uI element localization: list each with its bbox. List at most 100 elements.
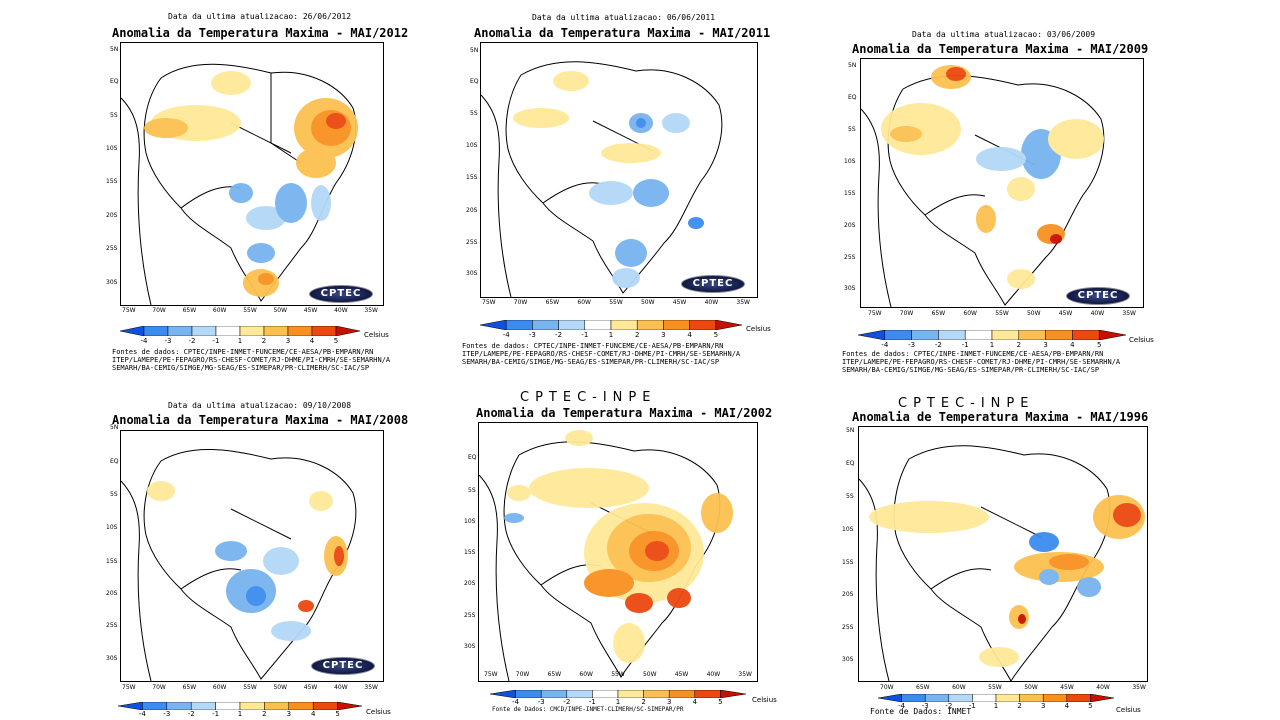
lon-label: 45W <box>672 299 687 306</box>
lat-label: 10S <box>842 526 854 533</box>
colorscale-swatch <box>264 702 290 710</box>
map-title: Anomalia de Temperatura Maxima - MAI/199… <box>852 410 1149 424</box>
lat-label: 5N <box>470 47 479 54</box>
colorscale-unit: Celsius <box>746 325 771 333</box>
colorscale-swatch <box>166 702 192 710</box>
lat-label: 30S <box>466 270 478 277</box>
colorscale-tick: 2 <box>641 698 646 706</box>
lat-label: 20S <box>844 222 856 229</box>
lat-label: 30S <box>844 285 856 292</box>
lat-label: EQ <box>470 78 479 85</box>
lon-labels: 75W 70W 65W 60W 55W 50W 45W 40W 35W <box>868 310 1136 317</box>
colorscale-swatch <box>884 330 912 340</box>
data-sources: Fonte de Dados: INMET <box>870 707 972 716</box>
colorscale-swatch <box>263 326 289 336</box>
colorscale-tick: -3 <box>537 698 545 706</box>
colorscale-tick: 5 <box>718 698 723 706</box>
colorscale-unit: Celsius <box>1116 706 1141 714</box>
colorscale-swatch <box>663 320 690 330</box>
colorscale-swatch <box>312 702 338 710</box>
colorscale-tick: -1 <box>212 337 220 345</box>
lon-label: 55W <box>243 307 257 314</box>
colorscale-bar <box>878 694 1114 702</box>
colorscale-swatch <box>311 326 337 336</box>
data-sources: Fontes de dados: CPTEC/INPE-INMET-FUNCEM… <box>462 342 741 366</box>
colorscale-bar <box>858 330 1126 340</box>
colorscale-tick: 4 <box>692 698 698 706</box>
lon-label: 70W <box>513 299 528 306</box>
lat-label: 5N <box>846 427 855 434</box>
colorscale-swatch <box>239 702 265 710</box>
lon-labels: 75W 70W 65W 60W 55W 50W 45W 40W 35W <box>482 299 750 306</box>
lon-label: 75W <box>122 684 136 691</box>
lat-label: 5N <box>110 46 119 53</box>
colorscale-tick: -3 <box>921 702 929 710</box>
update-date: Data da ultima atualizacao: 26/06/2012 <box>168 12 352 21</box>
anomaly-map <box>861 65 1105 307</box>
colorscale-swatch <box>991 330 1020 340</box>
colorscale-swatch <box>1045 330 1073 340</box>
lat-label: EQ <box>110 78 119 85</box>
lon-label: 60W <box>212 684 227 691</box>
lat-label: 25S <box>464 612 476 619</box>
colorscale-tick: 2 <box>261 337 267 345</box>
lon-label: 35W <box>364 307 378 314</box>
brazil-outline <box>503 441 721 678</box>
colorscale-swatch <box>1098 330 1126 340</box>
lon-label: 50W <box>273 307 288 314</box>
colorscale-bar <box>480 320 742 330</box>
data-sources: Fontes de dados: CPTEC/INPE-INMET-FUNCEM… <box>842 350 1121 374</box>
colorscale-unit: Celsius <box>752 696 777 704</box>
colorscale-swatch <box>636 320 664 330</box>
colorscale-tick: 5 <box>1096 341 1102 349</box>
lat-label: 20S <box>106 590 118 597</box>
colorscale-tick: 1 <box>237 710 243 718</box>
lat-label: 25S <box>842 624 854 631</box>
lon-label: 70W <box>899 310 914 317</box>
lon-label: 65W <box>182 307 197 314</box>
lon-label: 55W <box>243 684 257 691</box>
lon-label: 60W <box>579 671 593 678</box>
colorscale-swatch <box>335 326 360 336</box>
colorscale-swatch <box>540 690 568 698</box>
lon-label: 75W <box>868 310 882 317</box>
lon-label: 70W <box>515 671 530 678</box>
colorscale-tick: -3 <box>163 710 171 718</box>
cptec-inpe-header: CPTEC-INPE <box>898 396 1035 411</box>
lon-label: 70W <box>880 684 894 691</box>
colorscale-tick: 1 <box>993 702 999 710</box>
lat-label: 5N <box>110 424 119 431</box>
colorscale-tick: 1 <box>608 331 614 339</box>
lat-label: 5N <box>848 62 857 69</box>
colorscale-swatch <box>584 320 612 330</box>
map-frame <box>858 426 1148 682</box>
lat-label: 5S <box>848 126 856 133</box>
colorscale-tick: -2 <box>555 331 563 339</box>
colorscale-swatch <box>911 330 939 340</box>
lat-label: 15S <box>464 549 476 556</box>
lon-label: 45W <box>1060 684 1074 691</box>
lon-label: 50W <box>642 671 657 678</box>
colorscale-swatch <box>505 320 533 330</box>
colorscale-swatch <box>964 330 993 340</box>
lon-label: 50W <box>1024 684 1038 691</box>
lon-labels: 70W 65W 60W 55W 50W 45W 40W 35W <box>880 684 1146 691</box>
lon-label: 60W <box>577 299 591 306</box>
colorscale-tick: 4 <box>309 337 315 345</box>
colorscale-tick: -1 <box>588 698 596 706</box>
map-title: Anomalia da Temperatura Maxima - MAI/201… <box>112 26 409 40</box>
colorscale-swatch <box>480 320 507 330</box>
update-date: Data da ultima atualizacao: 06/06/2011 <box>532 13 716 22</box>
cptec-logo: CPTEC <box>311 657 375 675</box>
lon-label: 65W <box>545 299 560 306</box>
colorscale-legend: -4 -3 -2 -1 1 2 3 4 5 Celsius <box>878 694 1168 714</box>
lat-label: 5S <box>846 493 854 500</box>
colorscale-tick: -2 <box>187 710 195 718</box>
colorscale-tick: 3 <box>1043 341 1048 349</box>
lon-label: 60W <box>952 684 966 691</box>
colorscale-swatch <box>1042 694 1068 702</box>
colorscale-swatch <box>720 690 746 698</box>
colorscale-tick: 3 <box>286 710 292 718</box>
lat-label: 25S <box>106 622 118 629</box>
lon-label: 65W <box>547 671 562 678</box>
